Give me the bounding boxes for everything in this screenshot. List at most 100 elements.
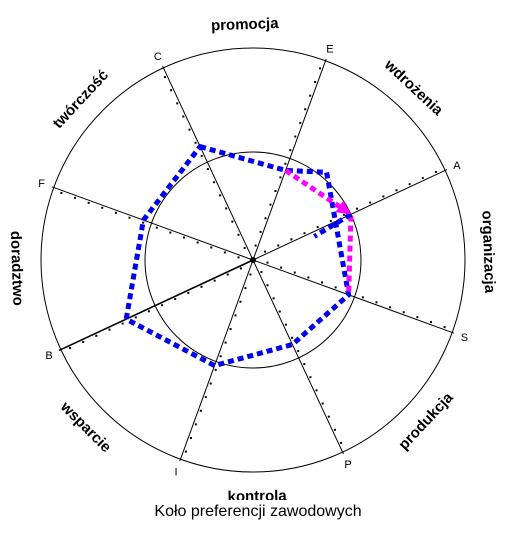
spoke-tick (182, 115, 185, 118)
chart-caption: Koło preferencji zawodowych (154, 503, 362, 520)
spoke-tick (114, 211, 117, 214)
spoke-tick (314, 81, 317, 84)
sector-label: promocja (211, 15, 280, 34)
spoke-tick (176, 102, 179, 105)
spoke-tick (327, 415, 330, 418)
spoke-tick (319, 67, 322, 70)
center-point (250, 257, 256, 263)
arrowhead (335, 200, 351, 215)
spoke-tick (163, 76, 166, 79)
spoke-tick (82, 340, 85, 343)
spoke-tick (209, 382, 212, 385)
spoke-tick (320, 281, 323, 284)
spoke-tick (375, 301, 378, 304)
spoke-F (51, 186, 254, 261)
spoke-tick (316, 226, 319, 229)
spoke-tick (395, 189, 398, 192)
spoke-B (58, 259, 254, 352)
sector-label: doradztwo (7, 230, 27, 306)
spoke-tick (183, 236, 186, 239)
spoke-tick (309, 94, 312, 97)
spoke-tick (147, 310, 150, 313)
spoke-tick (342, 213, 345, 216)
spoke-tick (277, 244, 280, 247)
spoke-tick (199, 409, 202, 412)
spoke-tick (237, 256, 240, 259)
spoke-tick (389, 306, 392, 309)
spoke-letter-A: A (453, 160, 461, 172)
spoke-tick (196, 241, 199, 244)
spoke-tick (284, 162, 287, 165)
spoke-E (252, 58, 327, 261)
spoke-tick (408, 183, 411, 186)
spoke-tick (69, 347, 72, 350)
spoke-tick (272, 297, 275, 300)
sector-label: organizacja (478, 210, 498, 294)
spoke-letter-F: F (38, 178, 45, 190)
spoke-tick (239, 300, 242, 303)
spoke-tick (315, 389, 318, 392)
spoke-tick (108, 328, 111, 331)
spoke-tick (231, 220, 234, 223)
spoke-tick (289, 149, 292, 152)
spoke-tick (334, 286, 337, 289)
sector-label: produkcja (395, 389, 457, 454)
spoke-P (252, 259, 344, 455)
spoke-tick (87, 201, 90, 204)
spoke-tick (307, 276, 310, 279)
spoke-tick (266, 284, 269, 287)
spoke-tick (174, 298, 177, 301)
sector-label: wdrożenia (380, 56, 446, 120)
spoke-tick (224, 341, 227, 344)
spoke-tick (206, 168, 209, 171)
spoke-tick (169, 231, 172, 234)
spoke-tick (304, 108, 307, 111)
spoke-tick (210, 246, 213, 249)
sector-label: twórczość (50, 67, 112, 132)
spoke-tick (293, 271, 296, 274)
spoke-tick (212, 181, 215, 184)
spoke-tick (200, 154, 203, 157)
spoke-tick (239, 267, 242, 270)
spoke-tick (291, 336, 294, 339)
spoke-tick (266, 261, 269, 264)
spoke-tick (294, 135, 297, 138)
spoke-tick (340, 441, 343, 444)
spoke-letter-E: E (326, 44, 333, 56)
spoke-tick (280, 266, 283, 269)
spoke-tick (214, 368, 217, 371)
spoke-tick (284, 323, 287, 326)
sector-label: kontrola (227, 487, 287, 500)
inner-circle (144, 151, 362, 369)
spoke-tick (402, 311, 405, 314)
spoke-tick (229, 327, 232, 330)
spoke-tick (234, 314, 237, 317)
spoke-tick (188, 128, 191, 131)
spoke-tick (204, 396, 207, 399)
spoke-I (179, 259, 254, 462)
spoke-tick (200, 285, 203, 288)
spoke-letter-S: S (461, 332, 468, 344)
spoke-tick (155, 226, 158, 229)
outer-circle (40, 47, 466, 473)
spoke-tick (329, 219, 332, 222)
spoke-S (252, 259, 455, 334)
profile-series (313, 212, 353, 239)
spoke-tick (142, 221, 145, 224)
spoke-tick (434, 170, 437, 173)
spoke-tick (249, 273, 252, 276)
spoke-tick (416, 316, 419, 319)
spoke-tick (299, 121, 302, 124)
highlight-series (284, 168, 354, 295)
sector-label: wsparcie (56, 398, 114, 456)
spoke-tick (278, 310, 281, 313)
spoke-tick (259, 230, 262, 233)
spoke-tick (333, 428, 336, 431)
spoke-tick (194, 141, 197, 144)
spoke-tick (237, 233, 240, 236)
spoke-tick (60, 191, 63, 194)
spoke-tick (303, 363, 306, 366)
spoke-tick (95, 334, 98, 337)
spoke-tick (309, 376, 312, 379)
